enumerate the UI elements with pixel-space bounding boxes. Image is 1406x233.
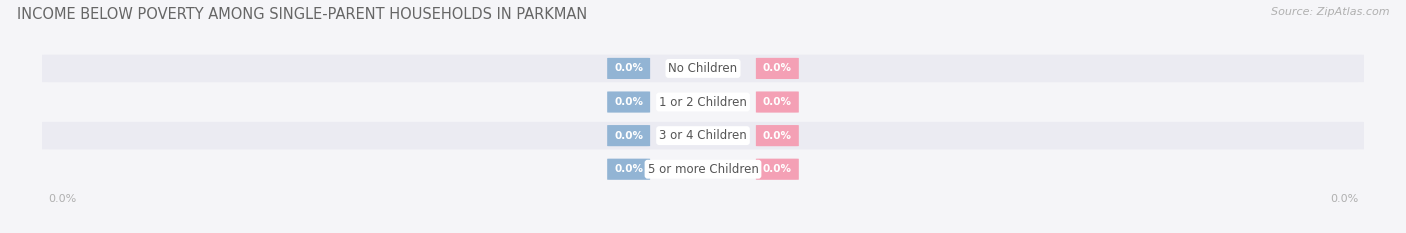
FancyBboxPatch shape	[35, 122, 1371, 149]
Text: 0.0%: 0.0%	[763, 164, 792, 174]
FancyBboxPatch shape	[607, 58, 650, 79]
FancyBboxPatch shape	[607, 125, 650, 146]
Text: INCOME BELOW POVERTY AMONG SINGLE-PARENT HOUSEHOLDS IN PARKMAN: INCOME BELOW POVERTY AMONG SINGLE-PARENT…	[17, 7, 588, 22]
Text: 0.0%: 0.0%	[614, 63, 643, 73]
FancyBboxPatch shape	[756, 159, 799, 180]
FancyBboxPatch shape	[35, 55, 1371, 82]
Text: 1 or 2 Children: 1 or 2 Children	[659, 96, 747, 109]
FancyBboxPatch shape	[756, 91, 799, 113]
Text: 0.0%: 0.0%	[614, 164, 643, 174]
FancyBboxPatch shape	[756, 58, 799, 79]
Text: 0.0%: 0.0%	[763, 63, 792, 73]
Text: 0.0%: 0.0%	[614, 131, 643, 141]
Text: 5 or more Children: 5 or more Children	[648, 163, 758, 176]
Text: 3 or 4 Children: 3 or 4 Children	[659, 129, 747, 142]
Text: 0.0%: 0.0%	[763, 97, 792, 107]
FancyBboxPatch shape	[607, 159, 650, 180]
FancyBboxPatch shape	[756, 125, 799, 146]
Text: Source: ZipAtlas.com: Source: ZipAtlas.com	[1271, 7, 1389, 17]
FancyBboxPatch shape	[607, 91, 650, 113]
Text: 0.0%: 0.0%	[763, 131, 792, 141]
FancyBboxPatch shape	[35, 88, 1371, 116]
FancyBboxPatch shape	[35, 155, 1371, 183]
Text: 0.0%: 0.0%	[614, 97, 643, 107]
Text: No Children: No Children	[668, 62, 738, 75]
